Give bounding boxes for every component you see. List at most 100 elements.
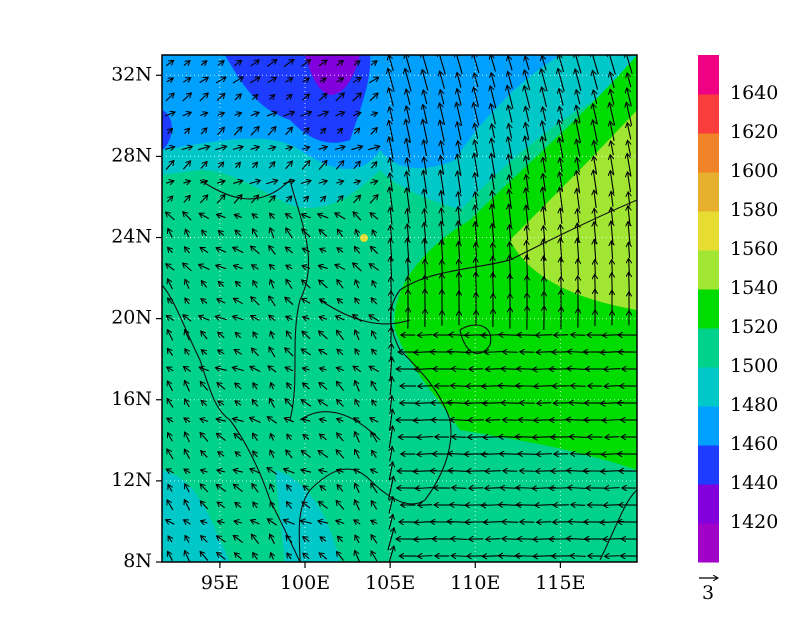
wind-arrow [271, 383, 274, 390]
wind-arrow [218, 332, 225, 339]
wind-arrow [320, 128, 325, 135]
wind-arrow [372, 450, 377, 458]
wind-arrow [168, 128, 173, 135]
wind-arrow [372, 281, 376, 288]
wind-arrow [301, 161, 310, 170]
wind-arrow [181, 146, 193, 149]
wind-arrow [355, 500, 360, 511]
wind-arrow [168, 536, 172, 543]
wind-arrow [559, 187, 562, 211]
wind-arrow [167, 500, 174, 511]
wind-arrow [215, 316, 227, 319]
wind-arrow [283, 520, 295, 525]
wind-arrow [406, 89, 411, 105]
wind-arrow [417, 437, 434, 438]
wind-arrow [201, 281, 208, 288]
wind-arrow [440, 71, 445, 90]
wind-arrow [198, 146, 209, 149]
wind-arrow [627, 73, 632, 88]
wind-arrow [335, 93, 345, 102]
wind-arrow [234, 553, 242, 560]
wind-arrow [570, 454, 586, 455]
wind-arrow [491, 153, 496, 177]
wind-arrow [388, 514, 393, 530]
wind-arrow [184, 449, 191, 460]
wind-arrow [303, 537, 310, 542]
wind-arrow [415, 488, 435, 489]
wind-arrow [201, 451, 208, 458]
wind-arrow [593, 120, 598, 143]
colorbar-label: 1620 [730, 121, 778, 143]
wind-arrow [233, 484, 243, 493]
coastline [599, 489, 637, 561]
wind-arrow [269, 296, 276, 307]
wind-arrow [535, 471, 553, 472]
wind-arrow [165, 181, 174, 183]
wind-arrow [407, 158, 409, 173]
colorbar-segment [698, 211, 719, 251]
wind-arrow [577, 209, 579, 224]
wind-arrow [543, 226, 544, 241]
colorbar-segment [698, 94, 719, 134]
colorbar-label: 1420 [730, 511, 778, 533]
wind-arrow [200, 484, 209, 493]
wind-arrow [233, 316, 244, 319]
wind-arrow [337, 419, 344, 421]
colorbar-label: 1540 [730, 277, 778, 299]
wind-arrow [353, 366, 362, 373]
wind-arrow [475, 192, 477, 207]
wind-arrow [267, 519, 277, 526]
wind-arrow [285, 348, 294, 357]
wind-arrow [283, 112, 295, 117]
wind-arrow [336, 400, 344, 407]
wind-arrow [216, 484, 227, 492]
wind-arrow [166, 469, 174, 473]
wind-arrow [354, 247, 361, 254]
wind-arrow [285, 161, 293, 170]
wind-arrow [303, 383, 310, 390]
wind-arrow [166, 212, 175, 221]
wind-arrow [510, 274, 511, 294]
wind-arrow [542, 87, 548, 108]
wind-arrow [543, 207, 545, 226]
wind-arrow [355, 551, 360, 562]
wind-arrow [268, 366, 277, 373]
wind-arrow [270, 228, 274, 239]
wind-arrow [285, 127, 293, 136]
wind-arrow [390, 207, 392, 225]
wind-arrow [568, 488, 589, 489]
wind-arrow [166, 78, 173, 82]
wind-arrow [168, 551, 173, 561]
wind-arrow [338, 128, 343, 133]
wind-arrow [286, 279, 293, 289]
wind-arrow [301, 451, 311, 458]
wind-arrow [286, 316, 293, 319]
wind-arrow [485, 488, 502, 489]
wind-arrow [253, 332, 257, 339]
wind-arrow [336, 552, 344, 561]
colorbar-segment [698, 445, 719, 485]
wind-arrow [234, 214, 242, 217]
wind-arrow [215, 77, 226, 84]
axes: 95E 100E 105E 110E 115E 8N 12N 16N 20N 24N 28N 32N [111, 63, 585, 594]
wind-arrow [268, 196, 275, 203]
wind-arrow [233, 127, 242, 136]
wind-arrow [185, 432, 190, 443]
wind-arrow [285, 297, 294, 306]
wind-arrow [485, 471, 502, 472]
wind-arrow [252, 214, 259, 218]
wind-arrow [318, 181, 327, 184]
wind-arrow [390, 377, 392, 396]
lat-tick-label: 8N [123, 550, 152, 572]
wind-arrow [371, 520, 378, 523]
wind-arrow [270, 484, 274, 493]
wind-arrow [218, 282, 225, 287]
wind-arrow [594, 239, 595, 261]
wind-arrow [458, 141, 461, 156]
wind-arrow [355, 280, 358, 289]
wind-arrow [451, 556, 467, 557]
wind-arrow [185, 381, 190, 392]
colorbar-label: 1520 [730, 316, 778, 338]
wind-arrow [560, 158, 562, 173]
wind-arrow [270, 398, 275, 408]
